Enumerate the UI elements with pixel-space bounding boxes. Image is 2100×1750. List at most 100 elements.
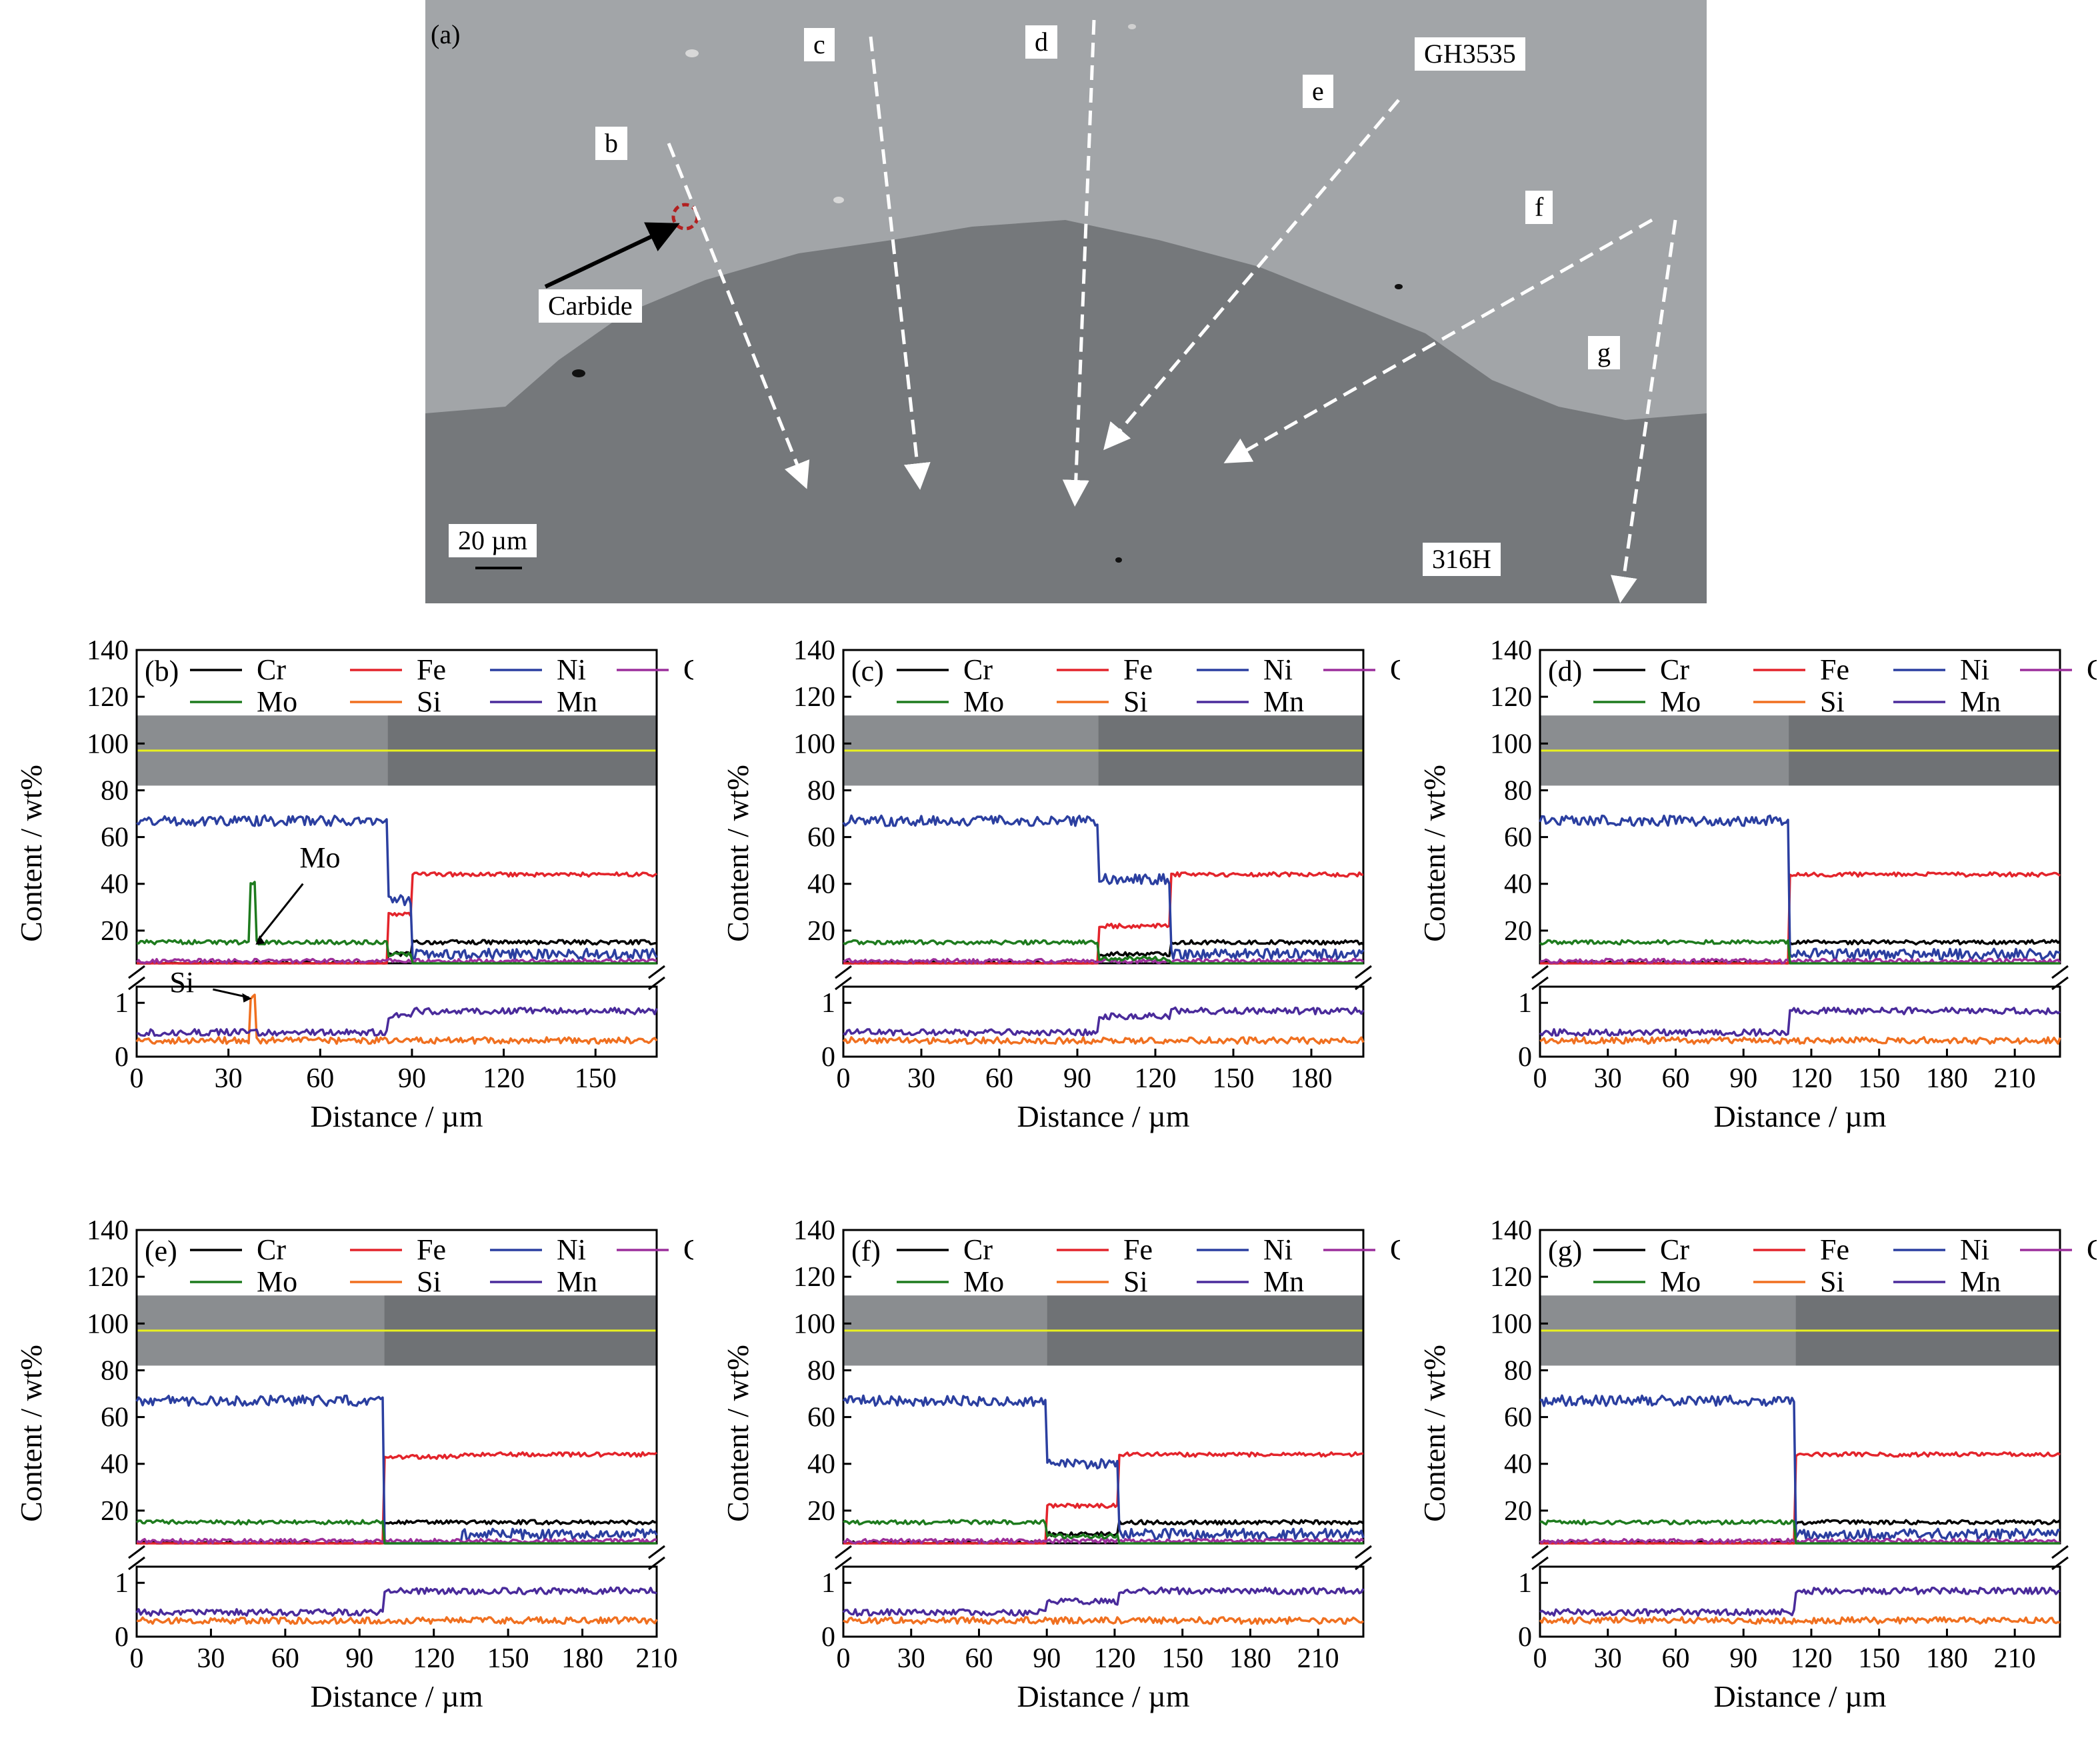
axis-break-mark [128, 1545, 145, 1559]
legend-label-mn: Mn [1263, 1265, 1304, 1298]
y-tick-label: 120 [793, 1262, 835, 1293]
y-tick-label: 100 [793, 1309, 835, 1339]
y-tick-label: 1 [115, 1568, 129, 1599]
panel-label: (g) [1548, 1235, 1582, 1267]
line-g-arrow [1611, 219, 1677, 603]
x-tick-label: 0 [837, 1063, 851, 1094]
x-tick-label: 30 [1594, 1063, 1622, 1094]
series-line-mo [1539, 939, 2060, 965]
chart-panel-e: 20 40 60 80 100 120 140 0 1 0 30 60 90 120 150 180 210 Di… [0, 1210, 693, 1750]
x-tick-label: 120 [1093, 1643, 1135, 1674]
y-tick-label: 20 [807, 916, 835, 947]
axis-break-mark [2051, 965, 2069, 979]
legend-label-c: C [2087, 653, 2097, 686]
legend-label-fe: Fe [1820, 653, 1849, 686]
legend-label-si: Si [1123, 685, 1148, 718]
series-line-mn [135, 1586, 657, 1617]
chart-panel-c: 20 40 60 80 100 120 140 0 1 0 30 60 90 120 150 180 Dista… [707, 630, 1400, 1170]
y-tick-label: 100 [87, 729, 129, 759]
axis-break-mark [1355, 1556, 1372, 1571]
legend-label-cr: Cr [257, 653, 286, 686]
series-line-ni [1539, 814, 2061, 961]
x-tick-label: 90 [1729, 1063, 1757, 1094]
y-tick-label: 140 [793, 1215, 835, 1246]
x-tick-label: 180 [1926, 1063, 1968, 1094]
y-tick-label: 40 [101, 1449, 129, 1480]
y-tick-label: 60 [807, 1403, 835, 1433]
annotation-si: Si [169, 966, 194, 999]
x-tick-label: 60 [271, 1643, 299, 1674]
y-tick-label: 60 [807, 823, 835, 853]
panel-label: (e) [145, 1235, 177, 1267]
x-tick-label: 210 [1297, 1643, 1339, 1674]
legend-label-mn: Mn [557, 685, 597, 718]
x-tick-label: 30 [197, 1643, 225, 1674]
series-line-ni [136, 814, 658, 961]
y-tick-label: 20 [101, 916, 129, 947]
x-tick-label: 0 [837, 1643, 851, 1674]
axis-break-mark [128, 1556, 145, 1571]
y-tick-label: 20 [1504, 1496, 1532, 1527]
label-e: e [1303, 75, 1333, 108]
label-g: g [1588, 336, 1620, 369]
series-line-si [843, 1616, 1365, 1625]
series-line-c [136, 1537, 657, 1545]
legend-label-mo: Mo [963, 1265, 1004, 1298]
legend-label-c: C [683, 1233, 693, 1266]
legend-label-cr: Cr [963, 653, 993, 686]
label-c: c [804, 28, 835, 61]
axis-break-mark [128, 976, 145, 991]
y-tick-label: 40 [807, 1449, 835, 1480]
series-line-ni [1539, 1394, 2061, 1541]
carbide-pointer [544, 222, 680, 289]
series-line-fe [1540, 871, 2061, 965]
y-axis-title: Content / wt% [14, 1345, 48, 1522]
line-d-arrow [1062, 19, 1096, 507]
series-line-si [842, 1036, 1365, 1045]
x-tick-label: 210 [1994, 1643, 2036, 1674]
panel-label: (d) [1548, 655, 1582, 687]
y-tick-label: 100 [1490, 1309, 1532, 1339]
y-tick-label: 60 [101, 823, 129, 853]
x-tick-label: 150 [1858, 1063, 1900, 1094]
x-tick-label: 30 [897, 1643, 925, 1674]
x-tick-label: 120 [483, 1063, 525, 1094]
y-tick-label: 20 [1504, 916, 1532, 947]
y-tick-label: 1 [1518, 1568, 1532, 1599]
y-axis-title: Content / wt% [14, 765, 48, 942]
axis-break-mark [835, 1556, 852, 1571]
chart-svg-g: 20 40 60 80 100 120 140 0 1 0 30 60 90 120 150 180 210 Di… [1417, 1215, 2097, 1713]
series-line-fe [137, 871, 658, 965]
panel-label: (b) [145, 655, 179, 687]
series-line-mo [843, 939, 1363, 965]
x-tick-label: 30 [215, 1063, 243, 1094]
y-tick-label: 140 [87, 1215, 129, 1246]
legend-label-ni: Ni [1263, 653, 1293, 686]
y-tick-label: 0 [821, 1042, 835, 1073]
legend-label-fe: Fe [1820, 1233, 1849, 1266]
x-tick-label: 180 [561, 1643, 603, 1674]
y-tick-label: 0 [115, 1622, 129, 1653]
y-tick-label: 1 [115, 988, 129, 1019]
label-316h: 316H [1423, 543, 1501, 576]
legend-label-c: C [683, 653, 693, 686]
lower-axes-frame [842, 1565, 1365, 1638]
y-tick-label: 120 [87, 1262, 129, 1293]
series-line-mo [136, 881, 657, 965]
annotation-si-arrowhead [242, 993, 252, 1003]
legend-label-si: Si [1123, 1265, 1148, 1298]
legend-label-cr: Cr [963, 1233, 993, 1266]
series-line-si [1539, 1036, 2061, 1045]
y-tick-label: 100 [1490, 729, 1532, 759]
x-tick-label: 210 [1994, 1063, 2036, 1094]
y-tick-label: 120 [87, 682, 129, 713]
x-tick-label: 150 [575, 1063, 617, 1094]
x-axis-title: Distance / µm [1017, 1679, 1190, 1713]
series-line-ni [842, 814, 1365, 961]
y-tick-label: 1 [821, 1568, 835, 1599]
x-tick-label: 180 [1291, 1063, 1333, 1094]
x-tick-label: 120 [1790, 1063, 1832, 1094]
series-line-mn [136, 1006, 658, 1037]
series-line-mn [843, 1006, 1365, 1037]
panel-label: (c) [851, 655, 884, 687]
